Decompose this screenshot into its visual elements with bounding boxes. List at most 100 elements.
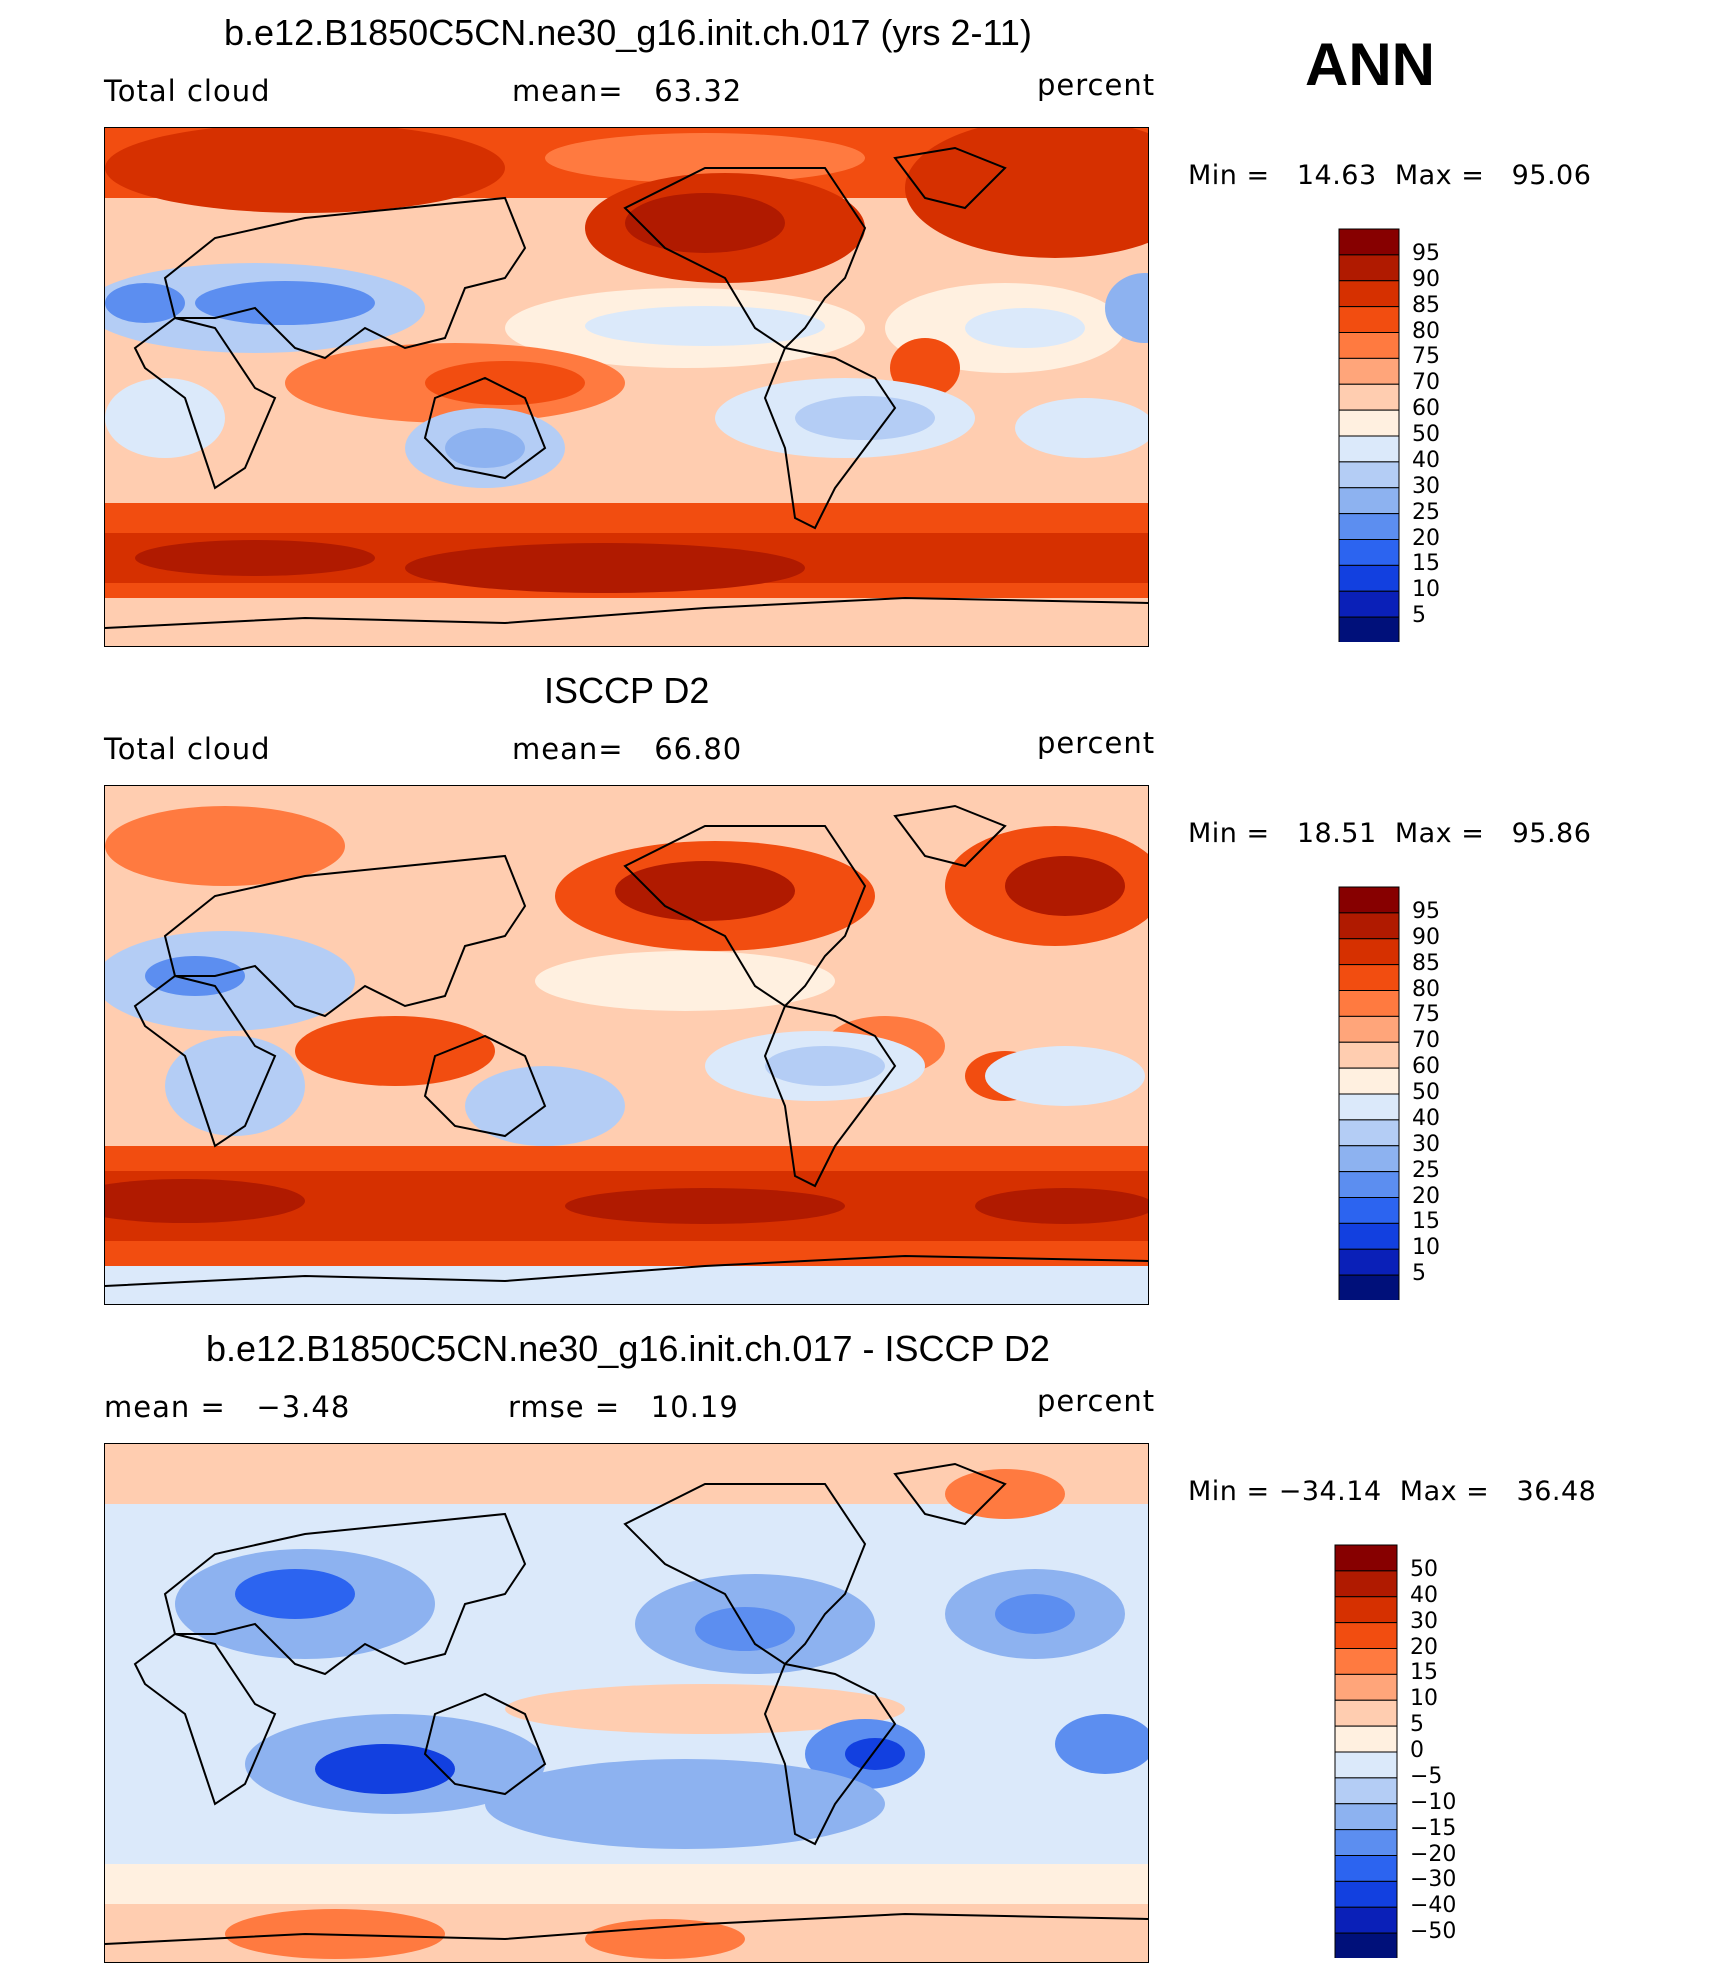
panel-3-map xyxy=(104,1443,1149,1963)
colorbar-swatch xyxy=(1338,280,1400,308)
colorbar-tick-label: 5 xyxy=(1412,1261,1426,1287)
colorbar-tick-label: 10 xyxy=(1412,577,1440,603)
colorbar-tick-label: 60 xyxy=(1412,1054,1440,1080)
colorbar-swatch xyxy=(1334,1648,1398,1675)
panel-1-title: b.e12.B1850C5CN.ne30_g16.init.ch.017 (yr… xyxy=(224,12,1032,53)
colorbar-swatch xyxy=(1338,912,1400,940)
colorbar-swatch xyxy=(1334,1725,1398,1753)
colorbar-tick-label: 15 xyxy=(1410,1660,1438,1686)
colorbar-swatch xyxy=(1334,1932,1398,1958)
colorbar-swatch xyxy=(1338,513,1400,540)
colorbar-swatch xyxy=(1338,564,1400,592)
colorbar-tick-label: 40 xyxy=(1412,447,1440,473)
colorbar-tick-label: 50 xyxy=(1410,1556,1438,1582)
colorbar-tick-label: −40 xyxy=(1410,1893,1457,1919)
panel-3-rmse-label: rmse = 10.19 xyxy=(508,1390,739,1424)
colorbar-swatch xyxy=(1338,1041,1400,1069)
colorbar-swatch xyxy=(1334,1906,1398,1934)
panel-1-colorbar: 95 90 85 80 75 70 60 50 40 30 25 20 15 10 5 xyxy=(1338,228,1478,643)
colorbar-swatch xyxy=(1338,1274,1400,1300)
colorbar-swatch xyxy=(1338,539,1400,566)
colorbar-swatch xyxy=(1338,306,1400,333)
colorbar-swatch xyxy=(1334,1699,1398,1727)
colorbar-swatch xyxy=(1334,1803,1398,1831)
colorbar-tick-label: 60 xyxy=(1412,396,1440,422)
colorbar-tick-label: 95 xyxy=(1412,240,1440,266)
colorbar-tick-label: 50 xyxy=(1412,1080,1440,1105)
colorbar-tick-label: 10 xyxy=(1410,1686,1438,1712)
colorbar-tick-label: −15 xyxy=(1410,1815,1457,1841)
colorbar-swatch xyxy=(1338,332,1400,359)
colorbar-swatch xyxy=(1338,1093,1400,1121)
colorbar-tick-label: −20 xyxy=(1410,1841,1457,1867)
colorbar-swatch xyxy=(1338,938,1400,966)
colorbar-tick-label: 90 xyxy=(1412,266,1440,292)
colorbar-swatch xyxy=(1338,1248,1400,1276)
colorbar-tick-label: −5 xyxy=(1410,1763,1443,1789)
colorbar-tick-label: 40 xyxy=(1412,1105,1440,1131)
panel-1-units-label: percent xyxy=(1037,68,1156,102)
panel-1-map xyxy=(104,127,1149,647)
colorbar-tick-label: 75 xyxy=(1412,1002,1440,1028)
colorbar-tick-label: −30 xyxy=(1410,1867,1457,1893)
colorbar-swatch xyxy=(1338,1119,1400,1147)
colorbar-tick-label: 25 xyxy=(1412,499,1440,525)
colorbar-swatch xyxy=(1338,228,1400,256)
colorbar-swatch xyxy=(1334,1622,1398,1649)
colorbar-tick-label: 5 xyxy=(1412,603,1426,629)
colorbar-tick-label: 25 xyxy=(1412,1157,1440,1183)
colorbar-swatch xyxy=(1338,435,1400,463)
colorbar-tick-label: 40 xyxy=(1410,1582,1438,1608)
panel-3-units-label: percent xyxy=(1037,1384,1156,1418)
colorbar-tick-label: 50 xyxy=(1412,422,1440,447)
colorbar-swatch xyxy=(1338,461,1400,489)
colorbar-tick-label: 70 xyxy=(1412,370,1440,396)
colorbar-tick-label: 80 xyxy=(1412,318,1440,344)
colorbar-swatch xyxy=(1334,1596,1398,1624)
panel-3-mean-label: mean = −3.48 xyxy=(104,1390,351,1424)
colorbar-tick-label: 90 xyxy=(1412,924,1440,950)
panel-1-colorbar-swatches xyxy=(1338,228,1400,642)
panel-2-mean-label: mean= 66.80 xyxy=(512,732,743,766)
colorbar-tick-label: 85 xyxy=(1412,950,1440,976)
colorbar-swatch xyxy=(1334,1673,1398,1701)
panel-1-mean-label: mean= 63.32 xyxy=(512,74,743,108)
panel-2-colorbar: 95 90 85 80 75 70 60 50 40 30 25 20 15 10 5 xyxy=(1338,886,1478,1301)
panel-3-title: b.e12.B1850C5CN.ne30_g16.init.ch.017 - I… xyxy=(206,1328,1050,1369)
colorbar-swatch xyxy=(1334,1777,1398,1805)
panel-2-minmax: Min = 18.51 Max = 95.86 xyxy=(1188,818,1592,849)
colorbar-swatch xyxy=(1334,1855,1398,1882)
panel-3-colorbar-swatches xyxy=(1334,1544,1398,1958)
colorbar-tick-label: 10 xyxy=(1412,1235,1440,1261)
colorbar-tick-label: 15 xyxy=(1412,1209,1440,1235)
colorbar-tick-label: 30 xyxy=(1412,1131,1440,1157)
colorbar-swatch xyxy=(1338,1222,1400,1250)
colorbar-swatch xyxy=(1338,487,1400,515)
colorbar-tick-label: 70 xyxy=(1412,1028,1440,1054)
colorbar-tick-label: 15 xyxy=(1412,551,1440,577)
colorbar-swatch xyxy=(1338,1197,1400,1224)
colorbar-tick-label: 85 xyxy=(1412,292,1440,318)
colorbar-swatch xyxy=(1334,1880,1398,1908)
colorbar-swatch xyxy=(1338,590,1400,618)
colorbar-swatch xyxy=(1334,1829,1398,1856)
colorbar-swatch xyxy=(1338,1171,1400,1198)
colorbar-swatch xyxy=(1338,616,1400,642)
colorbar-swatch xyxy=(1338,1145,1400,1173)
colorbar-swatch xyxy=(1338,964,1400,991)
colorbar-swatch xyxy=(1338,254,1400,282)
panel-2-colorbar-swatches xyxy=(1338,886,1400,1300)
colorbar-swatch xyxy=(1338,990,1400,1017)
colorbar-tick-label: 0 xyxy=(1410,1738,1424,1763)
colorbar-tick-label: −50 xyxy=(1410,1919,1457,1945)
colorbar-swatch xyxy=(1338,1015,1400,1043)
panel-2-variable-label: Total cloud xyxy=(104,732,271,766)
panel-3-colorbar: 50 40 30 20 15 10 5 0 −5 −10 −15 −20 −30 −40 −50 xyxy=(1334,1544,1484,1959)
colorbar-tick-label: 30 xyxy=(1412,473,1440,499)
colorbar-tick-label: 80 xyxy=(1412,976,1440,1002)
colorbar-swatch xyxy=(1338,1067,1400,1095)
colorbar-swatch xyxy=(1334,1570,1398,1598)
colorbar-tick-label: 75 xyxy=(1412,344,1440,370)
colorbar-swatch xyxy=(1338,409,1400,437)
colorbar-tick-label: 30 xyxy=(1410,1608,1438,1634)
